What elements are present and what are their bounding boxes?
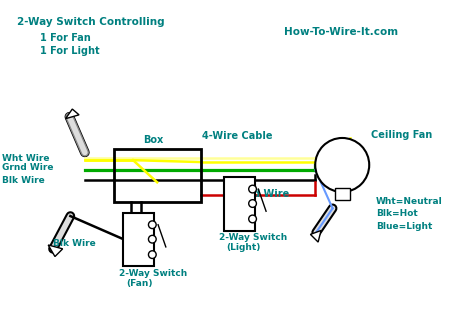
Bar — [114, 149, 201, 202]
Text: 1 For Light: 1 For Light — [40, 46, 100, 56]
Circle shape — [249, 185, 257, 193]
Circle shape — [148, 235, 156, 243]
Bar — [335, 188, 350, 200]
Circle shape — [148, 251, 156, 258]
Text: Wht Wire: Wht Wire — [2, 154, 49, 163]
Text: Grnd Wire: Grnd Wire — [2, 163, 54, 172]
Circle shape — [249, 200, 257, 207]
Polygon shape — [65, 109, 79, 119]
Text: (Fan): (Fan) — [126, 279, 153, 288]
Text: Wht=Neutral
Blk=Hot
Blue=Light: Wht=Neutral Blk=Hot Blue=Light — [376, 197, 443, 231]
Polygon shape — [311, 231, 321, 242]
Text: Box: Box — [143, 135, 163, 145]
Bar — [224, 177, 255, 231]
Text: Blk Wire: Blk Wire — [53, 239, 96, 248]
Circle shape — [249, 215, 257, 223]
Text: 1 For Fan: 1 For Fan — [40, 33, 91, 43]
Text: How-To-Wire-It.com: How-To-Wire-It.com — [284, 27, 399, 37]
Text: Blk Wire: Blk Wire — [2, 176, 44, 185]
Text: 2-Way Switch: 2-Way Switch — [118, 269, 187, 278]
Text: Red Wire: Red Wire — [239, 189, 289, 199]
Circle shape — [315, 138, 369, 192]
Text: 2-Way Switch Controlling: 2-Way Switch Controlling — [17, 17, 165, 28]
Polygon shape — [48, 245, 63, 256]
Text: (Light): (Light) — [227, 243, 261, 252]
Bar — [123, 213, 154, 266]
Text: Ceiling Fan: Ceiling Fan — [371, 130, 432, 140]
Text: 2-Way Switch: 2-Way Switch — [219, 234, 287, 242]
Text: 4-Wire Cable: 4-Wire Cable — [202, 131, 273, 141]
Circle shape — [148, 221, 156, 229]
